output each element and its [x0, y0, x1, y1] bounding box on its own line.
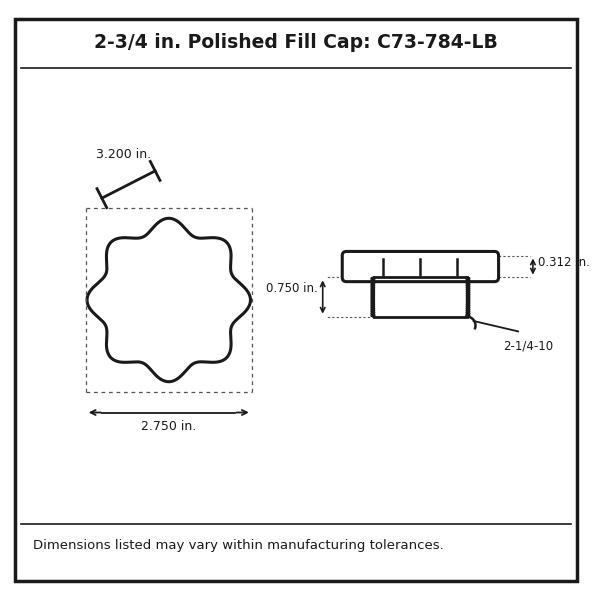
Text: 3.200 in.: 3.200 in. — [96, 148, 151, 161]
Text: 2-1/4-10: 2-1/4-10 — [503, 339, 553, 352]
Text: 2-3/4 in. Polished Fill Cap: C73-784-LB: 2-3/4 in. Polished Fill Cap: C73-784-LB — [94, 33, 498, 52]
Text: 0.750 in.: 0.750 in. — [266, 281, 318, 295]
FancyBboxPatch shape — [342, 251, 499, 281]
Text: 0.312 in.: 0.312 in. — [538, 256, 590, 269]
Text: Dimensions listed may vary within manufacturing tolerances.: Dimensions listed may vary within manufa… — [32, 539, 443, 552]
Text: 2.750 in.: 2.750 in. — [141, 419, 196, 433]
